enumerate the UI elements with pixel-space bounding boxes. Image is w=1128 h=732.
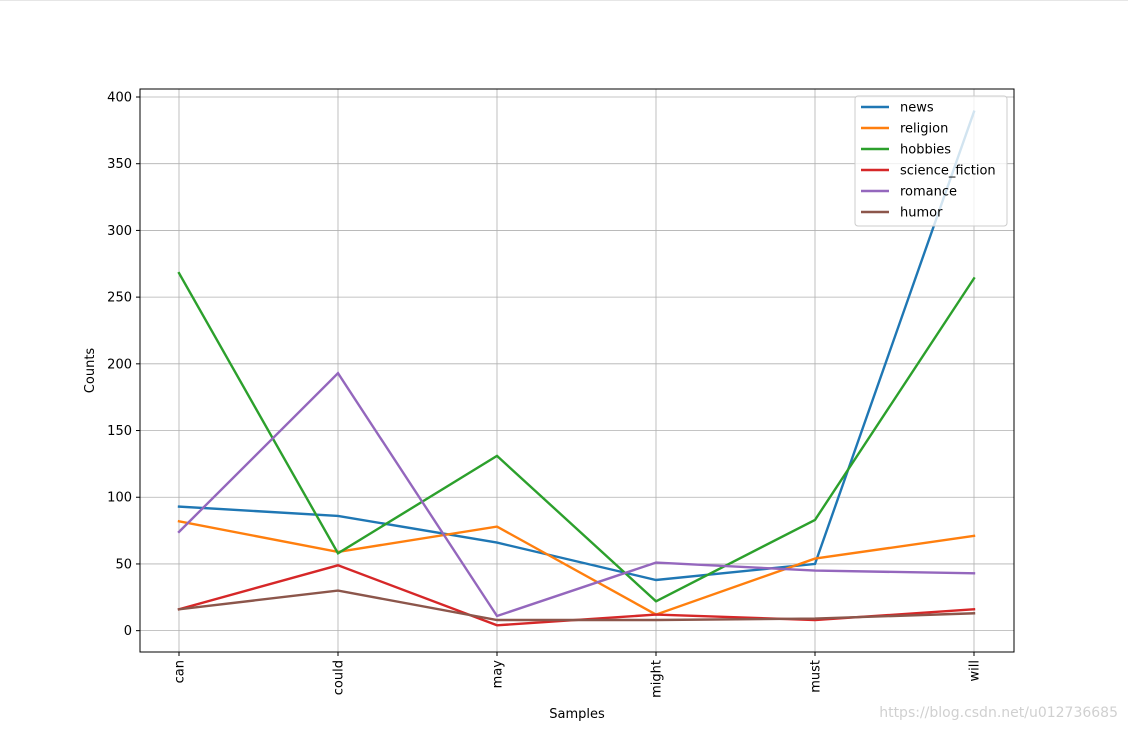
x-tick-label: might bbox=[650, 660, 665, 698]
y-tick-label: 250 bbox=[107, 291, 132, 306]
legend-label: science_fiction bbox=[900, 164, 996, 179]
top-border bbox=[0, 0, 1128, 1]
y-tick-label: 100 bbox=[107, 491, 132, 506]
axis-ticks: can could may might must will 0 50 100 150 200 250 3… bbox=[107, 91, 982, 698]
series-line-news bbox=[177, 110, 976, 582]
legend-box bbox=[854, 95, 1008, 227]
x-tick-label: may bbox=[491, 660, 506, 689]
x-axis-label: Samples bbox=[549, 707, 605, 722]
series-line-romance bbox=[177, 371, 976, 618]
series-line-humor bbox=[177, 589, 976, 622]
y-tick-label: 150 bbox=[107, 424, 132, 439]
x-tick-label: must bbox=[809, 660, 824, 693]
y-tick-label: 50 bbox=[115, 557, 132, 572]
x-tick-label: can bbox=[173, 660, 188, 683]
y-tick-label: 0 bbox=[124, 624, 132, 639]
legend-label: humor bbox=[900, 206, 943, 221]
x-tick-label: could bbox=[332, 660, 347, 695]
series-lines bbox=[177, 110, 976, 627]
plot-area-frame bbox=[139, 88, 1015, 653]
y-tick-label: 350 bbox=[107, 157, 132, 172]
legend-label: romance bbox=[900, 185, 957, 200]
y-axis-label: Counts bbox=[83, 348, 98, 394]
series-line-religion bbox=[177, 519, 976, 616]
series-line-hobbies bbox=[177, 271, 976, 603]
x-tick-label: will bbox=[968, 660, 983, 681]
y-tick-label: 300 bbox=[107, 224, 132, 239]
legend: news religion hobbies science_fictionromanc… bbox=[854, 95, 1008, 227]
legend-label: hobbies bbox=[900, 143, 951, 158]
legend-label: religion bbox=[900, 122, 948, 137]
y-tick-label: 400 bbox=[107, 91, 132, 106]
watermark-text: https://blog.csdn.net/u012736685 bbox=[879, 705, 1118, 721]
legend-label: news bbox=[900, 101, 934, 116]
y-tick-label: 200 bbox=[107, 357, 132, 372]
